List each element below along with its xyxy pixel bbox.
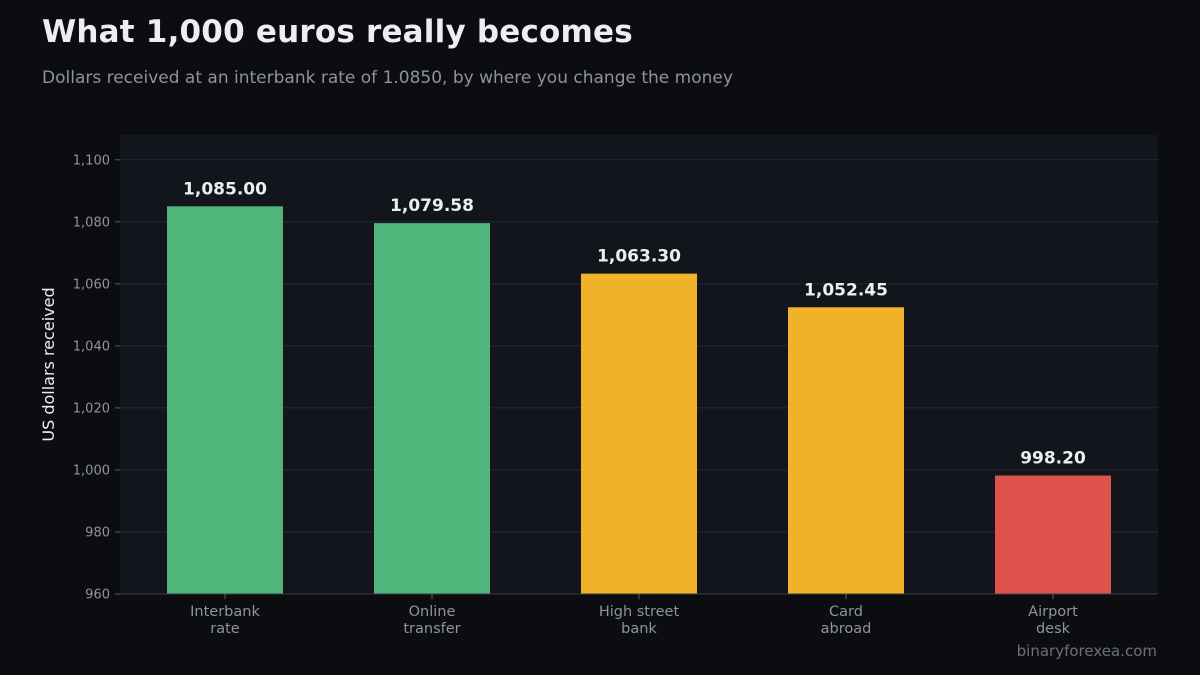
x-axis: Interbank rate Online transfer High street ba… — [120, 593, 1158, 637]
chart-title: What 1,000 euros really becomes — [42, 14, 633, 50]
y-tick-label: 1,040 — [73, 339, 110, 354]
bar — [995, 475, 1111, 594]
y-tick-label: 1,020 — [73, 401, 110, 416]
x-tick-label: Card abroad — [821, 604, 872, 637]
y-axis-label: US dollars received — [39, 287, 58, 441]
source-credit: binaryforexea.com — [1016, 642, 1157, 660]
bar — [788, 307, 904, 594]
x-tick-label: Online transfer — [403, 604, 460, 637]
y-axis: 960 980 1,000 1,020 1,040 1,060 1,080 1,100 — [73, 153, 120, 603]
data-label: 1,063.30 — [597, 247, 681, 267]
y-tick-label: 1,080 — [73, 215, 110, 230]
y-tick-label: 1,060 — [73, 277, 110, 292]
y-tick-label: 1,000 — [73, 463, 110, 478]
data-label: 998.20 — [1020, 449, 1086, 469]
x-tick-label: High street bank — [599, 604, 680, 637]
y-tick-label: 1,100 — [73, 153, 110, 168]
data-label: 1,085.00 — [183, 179, 267, 199]
chart-subtitle: Dollars received at an interbank rate of… — [42, 68, 733, 88]
x-tick-label: Airport desk — [1028, 604, 1078, 637]
y-tick-label: 980 — [85, 525, 110, 540]
bars: 1,085.00 1,079.58 1,063.30 1,052.45 998.20 — [167, 179, 1111, 594]
data-label: 1,052.45 — [804, 280, 888, 300]
y-tick-label: 960 — [85, 588, 110, 603]
data-label: 1,079.58 — [390, 196, 474, 216]
bar — [167, 206, 283, 594]
bar — [374, 223, 490, 594]
bar — [581, 273, 697, 594]
x-tick-label: Interbank rate — [190, 604, 260, 637]
